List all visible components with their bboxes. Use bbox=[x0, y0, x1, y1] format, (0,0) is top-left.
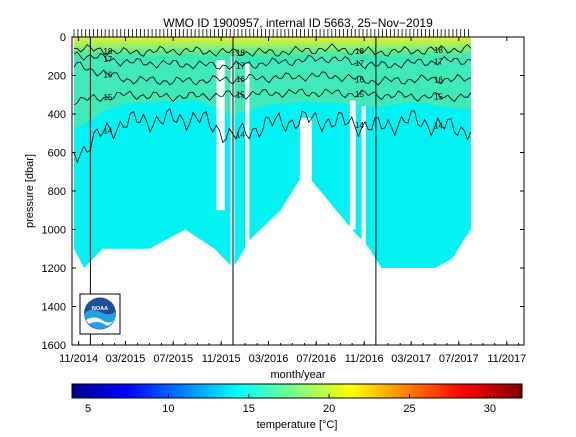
y-axis: 0 200 400 600 800 1000 1200 1400 1600 bbox=[42, 32, 524, 352]
colorbar-tick-label: 20 bbox=[323, 403, 335, 415]
missing-data-gap bbox=[299, 117, 312, 191]
isotherm-18 bbox=[73, 43, 472, 57]
temperature-fill bbox=[74, 37, 471, 269]
isotherm-contours bbox=[73, 43, 472, 164]
isotherm-label-18: 18 bbox=[355, 47, 364, 56]
y-axis-label: pressure [dbar] bbox=[24, 154, 36, 228]
isotherm-label-14: 14 bbox=[103, 127, 112, 136]
colorbar-tick-label: 25 bbox=[403, 403, 415, 415]
y-tick-label: 1600 bbox=[42, 340, 66, 352]
isotherm-16 bbox=[73, 61, 472, 86]
isotherm-label-15: 15 bbox=[103, 93, 112, 102]
x-tick-label: 03/2015 bbox=[106, 353, 146, 365]
colorbar-tick-label: 5 bbox=[85, 403, 91, 415]
isotherm-label-14: 14 bbox=[236, 130, 245, 139]
y-tick-label: 600 bbox=[48, 148, 66, 160]
isotherm-label-15: 15 bbox=[355, 90, 364, 99]
chart-title: WMO ID 1900957, internal ID 5663, 25−Nov… bbox=[163, 16, 433, 30]
isotherm-label-14: 14 bbox=[434, 122, 443, 131]
colorbar-tick-label: 30 bbox=[484, 403, 496, 415]
x-tick-label: 07/2016 bbox=[296, 353, 336, 365]
x-tick-label: 03/2016 bbox=[249, 353, 289, 365]
y-tick-label: 1200 bbox=[42, 263, 66, 275]
noaa-logo: NOAA bbox=[79, 293, 121, 335]
colorbar bbox=[71, 383, 523, 399]
svg-text:NOAA: NOAA bbox=[92, 306, 108, 312]
y-tick-label: 800 bbox=[48, 186, 66, 198]
y-tick-label: 1400 bbox=[42, 302, 66, 314]
y-tick-label: 200 bbox=[48, 71, 66, 83]
missing-data-gap bbox=[245, 64, 250, 249]
isotherm-label-15: 15 bbox=[236, 91, 245, 100]
colorbar-tick-label: 10 bbox=[162, 403, 174, 415]
x-axis-label: month/year bbox=[270, 369, 325, 381]
x-tick-label: 07/2017 bbox=[439, 353, 479, 365]
missing-data-gap bbox=[349, 100, 356, 230]
colorbar-ticks: 5 10 15 20 25 30 bbox=[85, 394, 496, 415]
isotherm-label-16: 16 bbox=[236, 75, 245, 84]
isotherm-label-17: 17 bbox=[434, 57, 443, 66]
x-tick-label: 11/2015 bbox=[202, 353, 241, 365]
x-tick-label: 11/2016 bbox=[345, 353, 384, 365]
y-tick-label: 1000 bbox=[42, 225, 66, 237]
y-tick-label: 0 bbox=[60, 32, 66, 44]
y-tick-label: 400 bbox=[48, 109, 66, 121]
isotherm-17 bbox=[73, 51, 471, 70]
isotherm-label-18: 18 bbox=[103, 47, 112, 56]
colorbar-label: temperature [°C] bbox=[257, 419, 338, 431]
isotherm-label-15: 15 bbox=[434, 93, 443, 102]
isotherm-label-16: 16 bbox=[103, 70, 112, 79]
isotherm-14 bbox=[73, 107, 472, 164]
isotherm-label-17: 17 bbox=[355, 59, 364, 68]
plot-area bbox=[73, 37, 472, 345]
isotherm-label-18: 18 bbox=[434, 46, 443, 55]
isotherm-15 bbox=[73, 88, 472, 106]
x-tick-label: 03/2017 bbox=[391, 353, 431, 365]
isotherm-label-17: 17 bbox=[236, 61, 245, 70]
isotherm-label-17: 17 bbox=[103, 55, 112, 64]
isotherm-label-16: 16 bbox=[355, 75, 364, 84]
x-tick-label: 07/2015 bbox=[153, 353, 193, 365]
surface-warm-layer bbox=[74, 37, 471, 62]
x-axis: 11/2014 03/2015 07/2015 11/2015 03/2016 07/20… bbox=[59, 37, 526, 365]
x-tick-label: 11/2014 bbox=[59, 353, 98, 365]
isotherm-label-14: 14 bbox=[355, 121, 364, 130]
missing-data-gap bbox=[361, 106, 366, 249]
colorbar-tick-label: 15 bbox=[243, 403, 255, 415]
isotherm-label-18: 18 bbox=[236, 48, 245, 57]
isotherm-label-16: 16 bbox=[434, 75, 443, 84]
x-tick-label: 11/2017 bbox=[487, 353, 526, 365]
profile-tick-marks bbox=[73, 29, 469, 37]
